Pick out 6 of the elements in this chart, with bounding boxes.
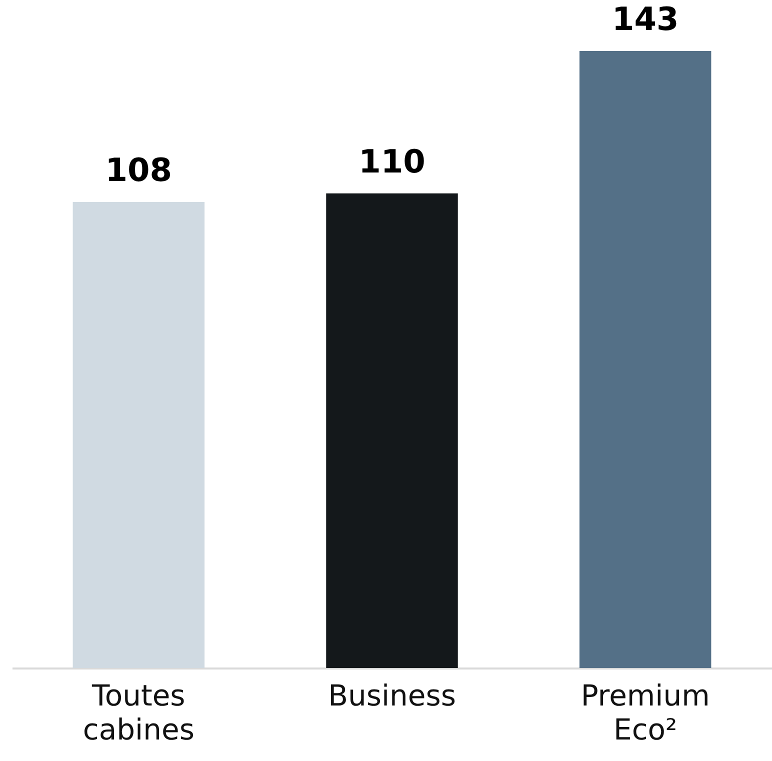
x-tick-label: Premium Eco² (580, 678, 710, 746)
data-label: 110 (358, 142, 426, 180)
data-label: 143 (612, 0, 679, 38)
data-label: 108 (105, 151, 172, 190)
x-tick-label: Toutes cabines (82, 678, 194, 746)
x-tick-label: Business (328, 678, 456, 712)
